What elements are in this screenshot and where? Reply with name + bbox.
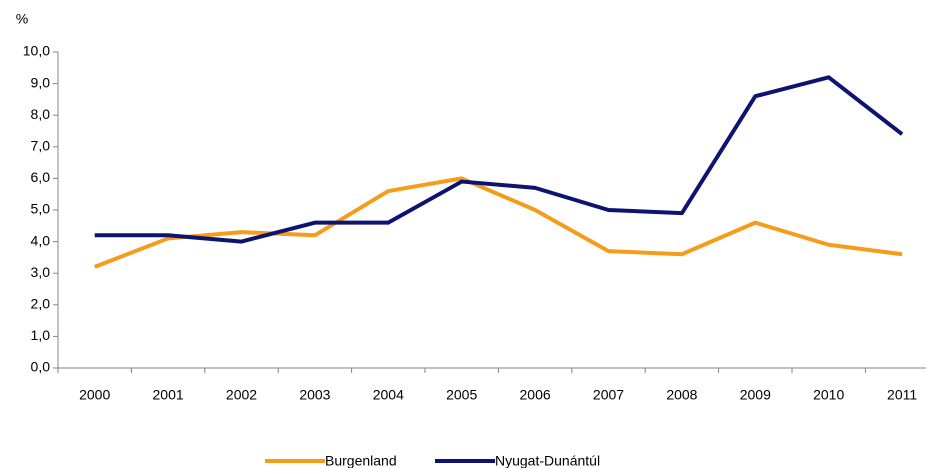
x-tick-label: 2000 — [79, 387, 110, 403]
x-tick-label: 2010 — [813, 387, 844, 403]
x-tick-label: 2005 — [446, 387, 477, 403]
y-axis-label: % — [16, 11, 28, 27]
series-line — [93, 176, 903, 269]
x-tick-label: 2006 — [520, 387, 551, 403]
y-tick-label: 8,0 — [31, 106, 51, 122]
y-tick-label: 4,0 — [31, 232, 51, 248]
y-tick-label: 0,0 — [31, 359, 51, 375]
x-tick-label: 2009 — [740, 387, 771, 403]
x-tick-label: 2003 — [299, 387, 330, 403]
x-tick-label: 2001 — [153, 387, 184, 403]
y-tick-label: 3,0 — [31, 264, 51, 280]
y-tick-label: 9,0 — [31, 74, 51, 90]
y-tick-label: 1,0 — [31, 327, 51, 343]
legend-label: Nyugat-Dunántúl — [495, 453, 600, 468]
y-tick-label: 5,0 — [31, 201, 51, 217]
x-tick-label: 2011 — [887, 387, 917, 403]
y-tick-label: 10,0 — [23, 43, 50, 59]
y-tick-label: 6,0 — [31, 169, 51, 185]
legend-label: Burgenland — [325, 453, 397, 468]
x-tick-label: 2002 — [226, 387, 257, 403]
x-tick-label: 2008 — [666, 387, 697, 403]
series-line — [94, 75, 904, 244]
x-tick-label: 2007 — [593, 387, 624, 403]
x-tick-label: 2004 — [373, 387, 404, 403]
y-tick-label: 2,0 — [31, 296, 51, 312]
y-tick-label: 7,0 — [31, 138, 51, 154]
